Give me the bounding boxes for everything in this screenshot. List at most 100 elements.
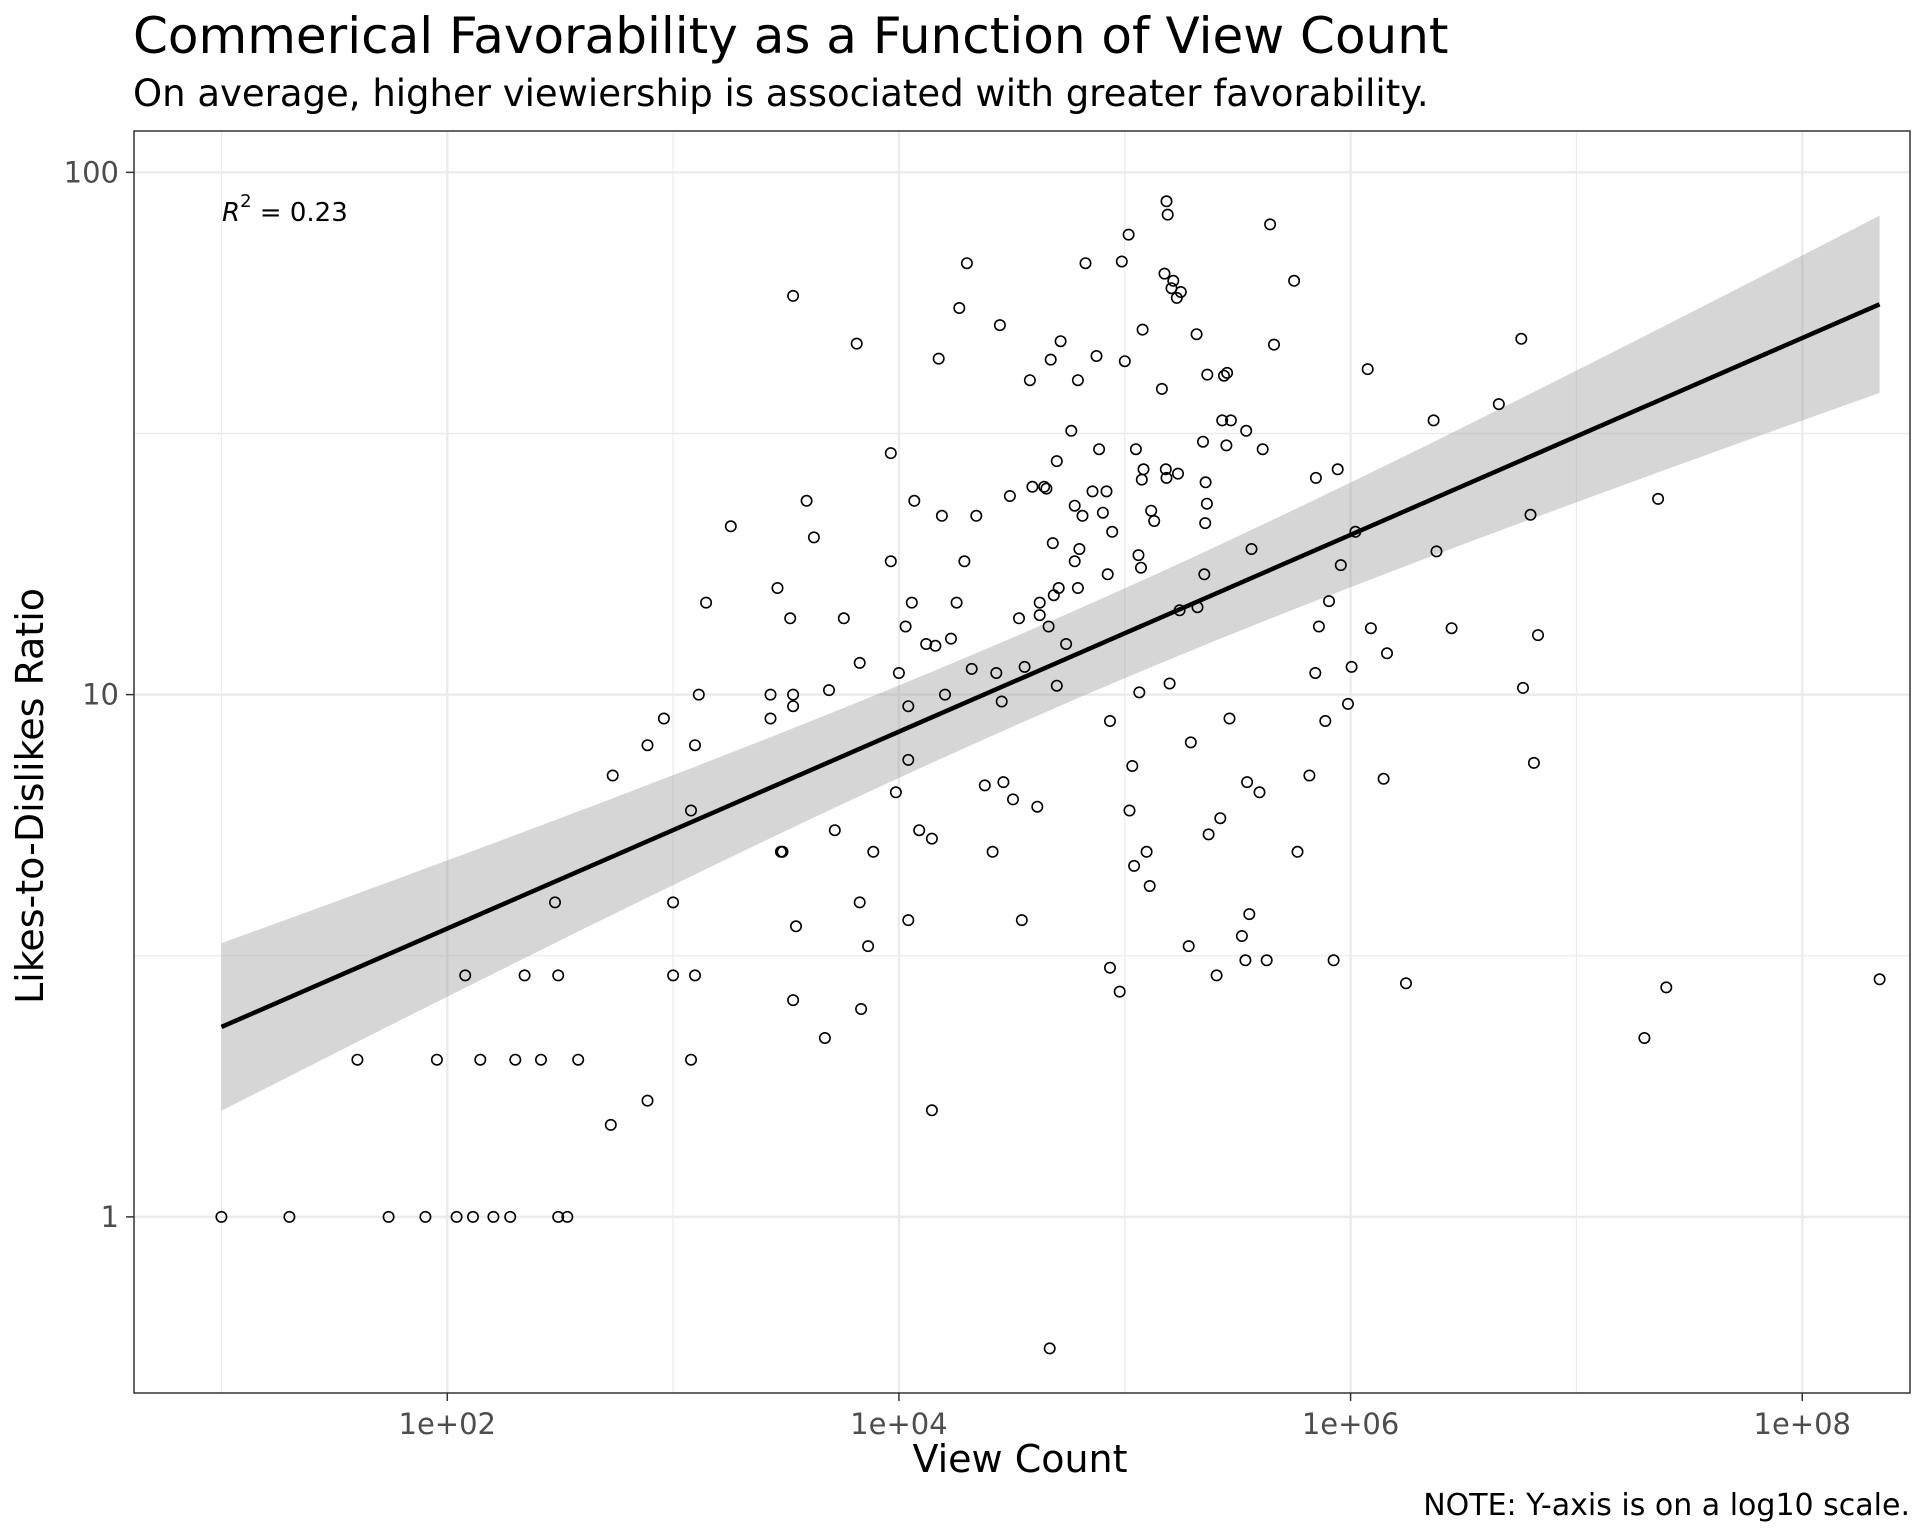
data-point (913, 824, 926, 837)
data-point (764, 688, 777, 701)
data-point (787, 700, 800, 713)
data-point (993, 319, 1006, 332)
data-point (548, 896, 561, 909)
data-point (1445, 622, 1458, 635)
data-point (466, 1210, 479, 1223)
chart-subtitle: On average, higher viewiership is associ… (133, 72, 1429, 115)
data-point (641, 1094, 654, 1107)
data-point (1135, 473, 1148, 486)
data-point (504, 1210, 517, 1223)
data-point (283, 1210, 296, 1223)
data-point (1264, 218, 1277, 231)
data-point (572, 1053, 585, 1066)
data-point (1160, 471, 1173, 484)
data-point (692, 688, 705, 701)
data-point (1136, 323, 1149, 336)
data-point (1197, 435, 1210, 448)
data-point (986, 845, 999, 858)
data-point (1126, 759, 1139, 772)
data-point (1031, 800, 1044, 813)
data-point (867, 845, 880, 858)
data-point (1199, 476, 1212, 489)
chart-note: NOTE: Y-axis is on a log10 scale. (1423, 1488, 1910, 1523)
r-squared-exponent: 2 (240, 191, 252, 212)
data-point (1361, 363, 1374, 376)
data-point (1043, 1342, 1056, 1355)
data-point (1652, 492, 1665, 505)
data-point (1073, 542, 1086, 555)
data-point (837, 612, 850, 625)
data-point (902, 753, 915, 766)
data-point (1303, 769, 1316, 782)
data-point (935, 509, 948, 522)
data-point (908, 494, 921, 507)
data-point (1660, 981, 1673, 994)
data-point (1071, 374, 1084, 387)
data-point (970, 509, 983, 522)
data-point (1159, 463, 1172, 476)
data-point (1223, 712, 1236, 725)
data-point (990, 666, 1003, 679)
data-point (1218, 369, 1231, 382)
data-point (1079, 257, 1092, 270)
data-point (1128, 859, 1141, 872)
y-tick-label: 100 (64, 155, 119, 189)
y-tick-label: 10 (82, 678, 119, 712)
data-point (1199, 517, 1212, 530)
data-point (1060, 637, 1073, 650)
data-point (1309, 666, 1322, 679)
data-point (1241, 776, 1254, 789)
data-point (938, 688, 951, 701)
data-point (929, 639, 942, 652)
data-point (1040, 482, 1053, 495)
data-point (684, 804, 697, 817)
data-point (850, 337, 863, 350)
data-point (1015, 914, 1028, 927)
data-point (1235, 929, 1248, 942)
data-point (1345, 660, 1358, 673)
data-point (1148, 514, 1161, 527)
data-point (1135, 561, 1148, 574)
data-point (1100, 485, 1113, 498)
data-point (604, 1118, 617, 1131)
data-point (215, 1210, 228, 1223)
data-point (1201, 368, 1214, 381)
data-point (1515, 332, 1528, 345)
data-point (1377, 772, 1390, 785)
data-point (1174, 285, 1187, 298)
data-point (1323, 595, 1336, 608)
data-point (787, 289, 800, 302)
data-point (534, 1053, 547, 1066)
data-point (1052, 581, 1065, 594)
data-point (700, 596, 713, 609)
data-point (920, 637, 933, 650)
data-point (950, 596, 963, 609)
data-point (853, 656, 866, 669)
data-point (1068, 499, 1081, 512)
data-point (1026, 480, 1039, 493)
data-point (1245, 542, 1258, 555)
r-squared-value: = 0.23 (251, 198, 348, 228)
data-point (1054, 335, 1067, 348)
data-point (487, 1210, 500, 1223)
data-point (1214, 812, 1227, 825)
data-point (1202, 828, 1215, 841)
data-point (1291, 845, 1304, 858)
data-point (1400, 977, 1413, 990)
data-point (1288, 274, 1301, 287)
data-point (764, 712, 777, 725)
data-point (1003, 489, 1016, 502)
data-point (1190, 328, 1203, 341)
data-point (828, 824, 841, 837)
data-point (855, 1002, 868, 1015)
data-point (1132, 549, 1145, 562)
r-squared-annotation: R2 = 0.23 (222, 193, 348, 230)
data-point (1198, 568, 1211, 581)
data-point (1104, 714, 1117, 727)
data-point (688, 739, 701, 752)
data-point (1334, 559, 1347, 572)
data-point (552, 1210, 565, 1223)
data-point (925, 1104, 938, 1117)
data-point (1065, 424, 1078, 437)
